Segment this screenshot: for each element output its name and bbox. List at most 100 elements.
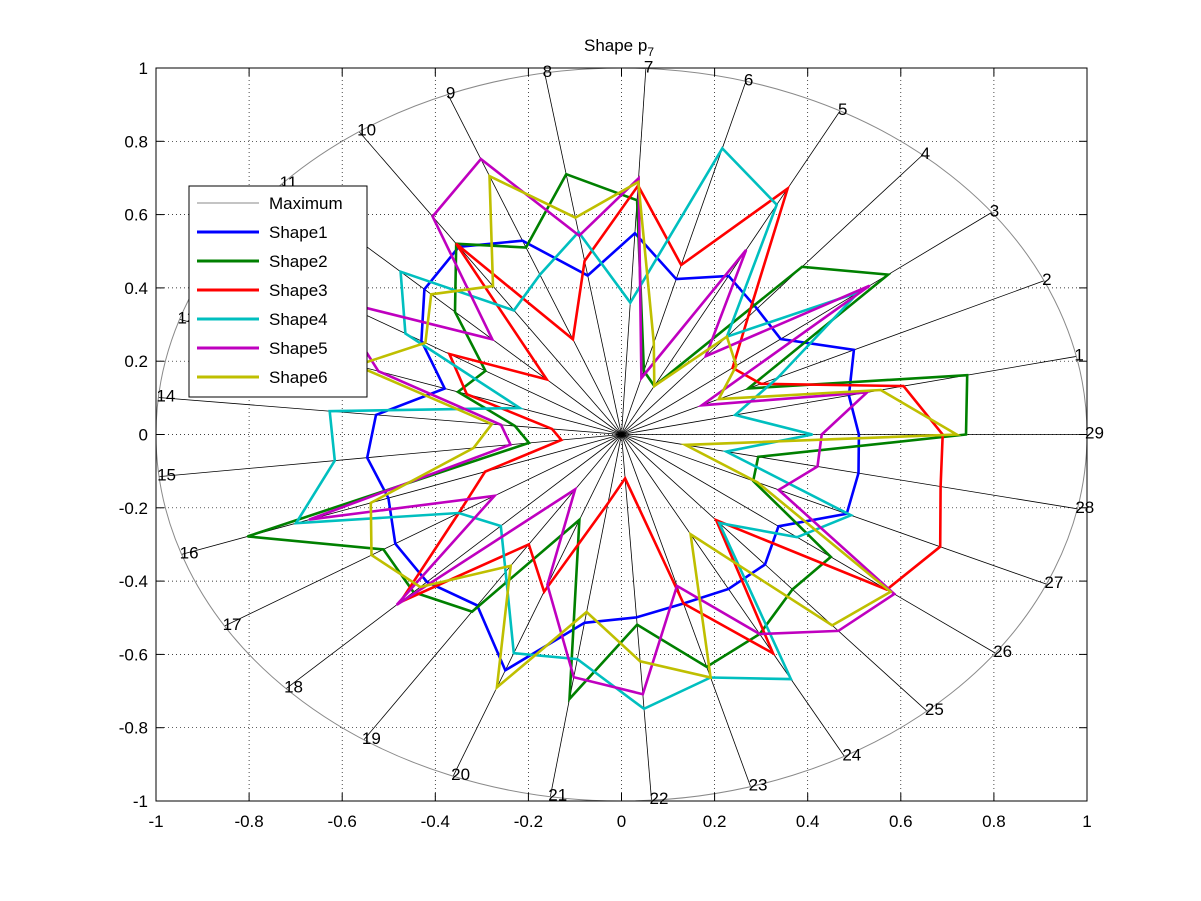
axis-ticks: -1 -0.8 -0.6 -0.4 -0.2 0 0.2 0.4 0.6 0.8 1 -1 -0.8 -0… [119, 59, 1092, 831]
data-point-shape4-29 [811, 433, 814, 436]
x-tick-label-9: 0.8 [982, 812, 1006, 831]
legend-item-maximum: Maximum [197, 194, 343, 213]
data-point-shape2-14 [514, 425, 516, 427]
y-tick-label-9: 0.8 [124, 132, 148, 151]
spoke-9 [447, 94, 622, 435]
data-point-shape5-20 [546, 584, 549, 586]
data-point-shape4-13 [519, 407, 521, 409]
data-point-shape5-18 [396, 604, 398, 606]
data-point-shape1-28 [857, 472, 860, 474]
legend-label-maximum: Maximum [269, 194, 343, 213]
legend: Maximum Shape1 Shape2 Shape3 Shape4 Shape5 Sha… [188, 185, 368, 398]
spoke-19 [363, 434, 622, 741]
legend-item-shape4: Shape4 [197, 310, 328, 329]
data-point-shape4-18 [500, 525, 502, 527]
data-point-shape4-7 [629, 301, 632, 304]
data-point-shape1-26 [777, 525, 780, 528]
data-point-shape1-20 [504, 669, 507, 672]
data-point-shape3-1 [902, 385, 905, 387]
data-point-shape1-21 [583, 622, 586, 624]
y-tick-label-0: -1 [133, 792, 148, 811]
data-point-shape1-2 [853, 349, 855, 351]
y-tick-label-1: -0.8 [119, 719, 148, 738]
data-point-shape5-22 [642, 693, 644, 695]
data-point-shape6-25 [831, 624, 833, 627]
data-point-shape4-20 [513, 652, 515, 654]
data-point-shape2-11 [454, 311, 456, 313]
data-point-shape4-26 [796, 536, 798, 538]
legend-label-shape6: Shape6 [269, 368, 328, 387]
spoke-label-18: 18 [284, 678, 303, 697]
y-tick-label-6: 0.2 [124, 352, 148, 371]
data-point-shape1-1 [848, 394, 850, 397]
data-point-shape5-3 [868, 284, 871, 287]
data-point-shape5-24 [758, 633, 761, 635]
data-point-shape1-8 [586, 274, 589, 277]
spoke-label-10: 10 [357, 121, 376, 140]
data-point-shape6-17 [370, 554, 373, 556]
data-point-shape6-21 [585, 611, 588, 613]
spoke-23 [621, 434, 751, 787]
data-point-shape3-28 [939, 485, 942, 488]
data-point-shape4-22 [643, 708, 645, 710]
data-point-shape2-21 [568, 698, 571, 700]
data-point-shape1-25 [764, 563, 766, 566]
series-line-shape6 [352, 173, 962, 691]
data-point-shape4-14 [328, 410, 331, 413]
legend-item-shape1: Shape1 [197, 223, 328, 242]
data-point-shape2-7 [636, 199, 638, 202]
spoke-4 [621, 154, 923, 435]
x-tick-label-1: -0.8 [234, 812, 263, 831]
data-point-shape4-25 [718, 522, 720, 524]
data-point-shape1-9 [521, 239, 524, 242]
data-point-shape2-25 [791, 588, 794, 591]
data-point-shape1-22 [635, 616, 638, 619]
spoke-label-27: 27 [1044, 573, 1063, 592]
spoke-28 [621, 434, 1078, 510]
spoke-10 [358, 131, 622, 435]
data-point-shape3-9 [572, 338, 574, 341]
spoke-label-7: 7 [644, 58, 653, 77]
data-point-shape1-12 [420, 340, 423, 342]
data-point-shape2-8 [565, 173, 567, 175]
data-point-shape5-25 [837, 630, 840, 632]
data-point-shape4-8 [577, 231, 580, 233]
data-point-shape6-15 [472, 447, 475, 449]
series-line-shape3 [396, 183, 945, 657]
data-point-shape5-17 [493, 495, 496, 497]
spoke-label-6: 6 [744, 70, 753, 89]
data-point-shape4-19 [504, 571, 507, 573]
data-point-shape5-10 [431, 215, 434, 218]
data-point-shape6-2 [717, 398, 720, 400]
data-point-shape6-1 [879, 389, 882, 391]
data-point-shape5-5 [745, 249, 747, 251]
data-point-shape6-5 [653, 385, 656, 387]
y-tick-label-10: 1 [139, 59, 148, 78]
data-point-shape3-22 [624, 477, 626, 480]
series-line-shape1 [365, 231, 861, 673]
data-point-shape5-16 [308, 518, 311, 521]
data-point-shape6-23 [709, 676, 712, 679]
data-point-shape5-19 [574, 488, 576, 491]
data-point-shape6-18 [419, 586, 422, 588]
data-point-shape6-28 [684, 444, 687, 446]
data-point-shape4-9 [539, 273, 541, 276]
data-point-shape6-11 [430, 293, 433, 296]
data-point-shape6-6 [653, 341, 655, 344]
data-point-shape4-2 [777, 376, 779, 379]
data-point-shape3-4 [747, 316, 749, 318]
x-tick-label-6: 0.2 [703, 812, 727, 831]
spoke-20 [452, 434, 622, 777]
spoke-label-19: 19 [362, 729, 381, 748]
spoke-label-29: 29 [1085, 424, 1104, 443]
data-point-shape2-4 [801, 266, 803, 268]
data-point-shape3-10 [455, 243, 458, 245]
data-point-shape4-10 [513, 309, 515, 312]
spoke-label-23: 23 [749, 776, 768, 795]
data-point-shape6-9 [488, 175, 491, 177]
data-point-shape5-26 [893, 593, 896, 595]
legend-item-shape5: Shape5 [197, 339, 328, 358]
data-point-shape6-22 [639, 660, 641, 663]
data-point-shape3-14 [551, 428, 553, 430]
x-tick-label-2: -0.6 [328, 812, 357, 831]
